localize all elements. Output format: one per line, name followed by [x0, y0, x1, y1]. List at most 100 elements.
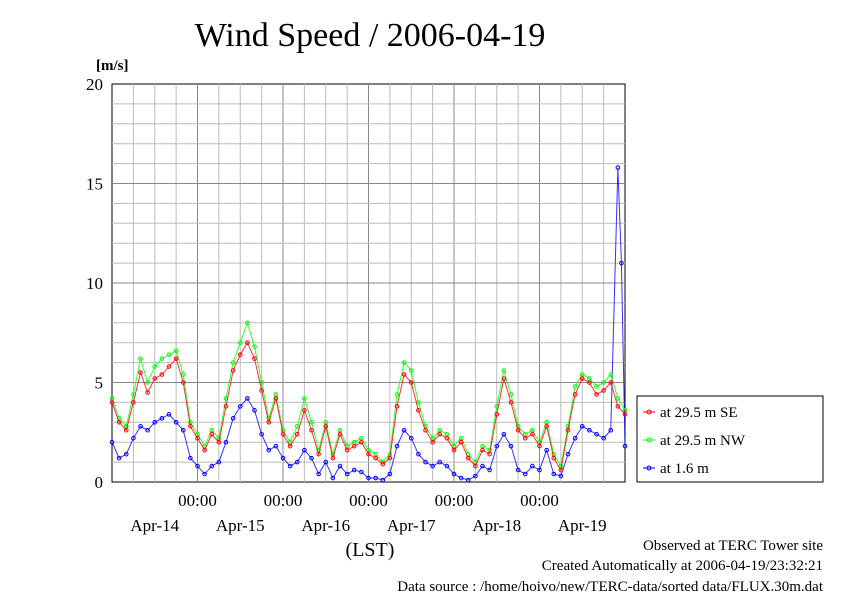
data-point — [437, 459, 443, 465]
data-point — [159, 372, 165, 377]
data-point — [123, 427, 129, 433]
y-tick-label: 15 — [86, 175, 103, 194]
data-point — [515, 427, 521, 433]
data-point — [465, 477, 471, 483]
data-point — [173, 348, 179, 353]
data-series-group — [109, 165, 628, 483]
data-point — [302, 396, 307, 401]
data-point — [572, 392, 578, 397]
data-point — [138, 370, 143, 375]
data-point — [537, 467, 542, 473]
data-point — [615, 404, 621, 409]
data-point — [123, 451, 129, 457]
data-point — [280, 455, 286, 461]
data-point — [558, 473, 564, 479]
legend: at 29.5 m SE at 29.5 m NW at 1.6 m — [636, 395, 824, 483]
data-point — [216, 459, 222, 465]
data-point — [351, 467, 357, 473]
data-point — [487, 451, 492, 457]
data-point — [601, 388, 606, 393]
data-point — [579, 376, 585, 381]
data-point — [579, 423, 585, 429]
data-point — [323, 423, 329, 429]
x-tick-time-label: 00:00 — [349, 491, 388, 510]
data-point — [394, 404, 400, 409]
data-point — [373, 475, 378, 481]
x-tick-date-label: Apr-18 — [472, 516, 521, 535]
data-point — [558, 467, 564, 473]
data-point — [216, 439, 222, 445]
data-point — [587, 427, 592, 433]
data-point — [180, 427, 186, 433]
data-point — [515, 467, 521, 473]
data-point — [223, 439, 229, 445]
data-point — [480, 463, 485, 469]
data-point — [451, 471, 457, 477]
data-point — [544, 447, 549, 453]
footer-created: Created Automatically at 2006-04-19/23:3… — [542, 558, 823, 574]
grid-lines — [112, 84, 625, 482]
chart-title: Wind Speed / 2006-04-19 — [195, 17, 546, 54]
data-point — [245, 340, 250, 346]
footer-observed: Observed at TERC Tower site — [643, 538, 823, 554]
data-point — [572, 435, 578, 441]
data-point — [145, 380, 150, 385]
y-axis-unit-label: [m/s] — [96, 58, 129, 74]
y-tick-label: 5 — [95, 374, 104, 393]
series-line — [111, 321, 626, 468]
data-point — [622, 443, 628, 449]
y-tick-label: 20 — [86, 75, 103, 94]
y-axis-ticks: 0 5 10 15 20 — [86, 75, 103, 492]
data-point — [131, 400, 136, 405]
x-tick-date-label: Apr-15 — [216, 516, 265, 535]
data-point — [131, 435, 136, 441]
x-tick-time-label: 00:00 — [178, 491, 217, 510]
y-tick-label: 10 — [86, 274, 103, 293]
data-point — [116, 455, 122, 461]
data-point — [430, 439, 435, 445]
data-point — [309, 420, 314, 425]
data-point — [188, 455, 193, 461]
data-point — [316, 451, 321, 457]
data-point — [230, 416, 236, 421]
data-point — [380, 477, 386, 483]
data-point — [195, 435, 200, 441]
data-point — [615, 396, 621, 401]
data-point — [401, 427, 407, 433]
data-point — [302, 408, 307, 413]
series-2 — [109, 165, 628, 483]
x-axis-ticks: 00:00 Apr-14 00:00 Apr-15 00:00 Apr-16 00:00 Ap… — [130, 491, 606, 535]
data-point — [401, 372, 407, 377]
x-tick-date-label: Apr-19 — [558, 516, 607, 535]
legend-swatch-marker — [646, 409, 652, 415]
data-point — [480, 447, 485, 453]
x-tick-date-label: Apr-14 — [130, 516, 179, 535]
data-point — [294, 459, 300, 465]
data-point — [359, 439, 364, 445]
data-point — [330, 475, 336, 481]
data-point — [416, 451, 421, 457]
data-point — [423, 427, 428, 433]
x-tick-time-label: 00:00 — [264, 491, 303, 510]
data-point — [508, 400, 514, 405]
data-point — [152, 376, 158, 381]
data-point — [266, 420, 272, 425]
data-point — [473, 463, 478, 469]
data-point — [252, 356, 257, 361]
data-point — [195, 463, 200, 469]
data-point — [330, 455, 336, 461]
data-point — [401, 360, 407, 365]
data-point — [416, 408, 421, 413]
data-point — [223, 404, 229, 409]
data-point — [294, 431, 300, 437]
data-point — [608, 380, 614, 385]
data-point — [145, 427, 150, 433]
legend-label: at 29.5 m SE — [660, 405, 738, 421]
data-point — [508, 443, 514, 449]
data-point — [594, 384, 599, 389]
data-point — [202, 447, 207, 453]
data-point — [530, 431, 535, 437]
data-point — [501, 368, 507, 373]
data-point — [259, 388, 264, 393]
x-tick-date-label: Apr-16 — [301, 516, 350, 535]
